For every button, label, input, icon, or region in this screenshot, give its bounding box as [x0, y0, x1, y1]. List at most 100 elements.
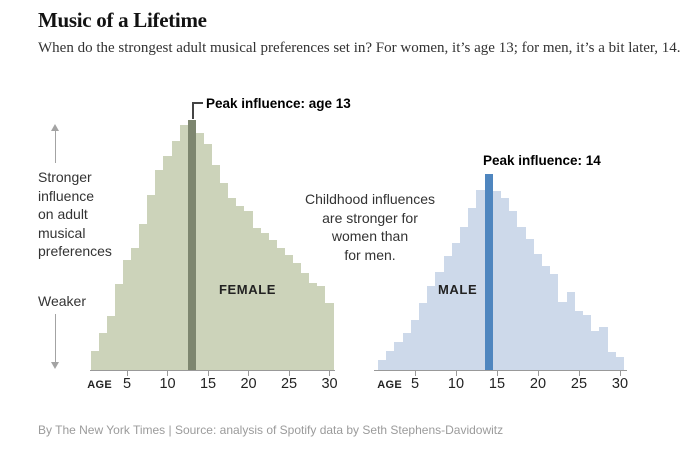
down-arrow-icon — [50, 362, 59, 369]
male-tick-30 — [619, 371, 621, 376]
female-bar-age-18 — [228, 197, 237, 370]
male-tick-label-30: 30 — [611, 376, 629, 392]
female-bar-age-10 — [163, 156, 172, 370]
male-tick-label-10: 10 — [447, 376, 465, 392]
female-tick-30 — [329, 371, 331, 376]
male-tick-label-25: 25 — [570, 376, 588, 392]
female-tick-15 — [207, 371, 209, 376]
male-bar-age-23 — [558, 302, 567, 370]
male-tick-15 — [496, 371, 498, 376]
male-age-axis-label: AGE — [377, 379, 402, 391]
page-title: Music of a Lifetime — [38, 8, 207, 32]
female-bar-age-8 — [147, 195, 156, 370]
female-tick-label-10: 10 — [159, 376, 176, 392]
female-histogram — [90, 120, 334, 370]
male-bar-age-3 — [394, 341, 403, 370]
male-peak-annotation: Peak influence: 14 — [483, 153, 601, 168]
female-x-axis-line — [90, 370, 335, 371]
page-subtitle: When do the strongest adult musical pref… — [38, 40, 681, 56]
male-bar-age-19 — [525, 238, 534, 370]
male-bar-age-5 — [410, 320, 420, 370]
female-bar-age-4 — [114, 283, 123, 370]
female-bar-age-23 — [268, 240, 277, 370]
male-tick-10 — [455, 371, 457, 376]
female-tick-5 — [126, 371, 128, 376]
male-bar-age-28 — [599, 326, 608, 370]
male-bar-age-20 — [533, 254, 543, 370]
female-tick-25 — [288, 371, 290, 376]
male-bar-age-16 — [501, 197, 510, 370]
female-bar-age-7 — [139, 223, 148, 370]
female-bar-age-12 — [179, 125, 188, 370]
male-bar-age-24 — [566, 291, 575, 370]
female-series-label: FEMALE — [219, 282, 277, 297]
male-tick-20 — [537, 371, 539, 376]
female-age-axis-label: AGE — [87, 379, 112, 391]
male-histogram — [378, 174, 625, 370]
female-tick-label-20: 20 — [240, 376, 257, 392]
female-tick-label-5: 5 — [123, 376, 132, 392]
source-footer: By The New York Times | Source: analysis… — [38, 423, 504, 437]
male-bar-age-10 — [451, 242, 461, 370]
male-bar-age-22 — [550, 273, 559, 370]
female-callout-line-vertical — [191, 102, 194, 119]
male-bar-age-7 — [427, 285, 436, 370]
female-bar-age-27 — [301, 272, 310, 370]
male-bar-age-18 — [517, 226, 526, 370]
female-bar-age-21 — [252, 227, 261, 370]
female-tick-label-15: 15 — [199, 376, 217, 392]
male-bar-age-1 — [378, 360, 387, 370]
female-bar-age-13 — [187, 120, 196, 370]
female-bar-age-22 — [260, 232, 269, 370]
female-bar-age-16 — [212, 165, 221, 370]
male-bar-age-27 — [591, 330, 600, 370]
male-series-label: MALE — [438, 282, 478, 297]
male-bar-age-11 — [460, 226, 469, 370]
male-bar-age-9 — [443, 256, 452, 370]
female-tick-label-25: 25 — [280, 376, 298, 392]
female-bar-age-26 — [293, 262, 302, 370]
female-bar-age-15 — [203, 143, 213, 370]
male-tick-25 — [578, 371, 580, 376]
female-bar-age-6 — [131, 247, 140, 370]
female-tick-20 — [248, 371, 250, 376]
male-bar-age-4 — [402, 332, 411, 370]
male-bar-age-8 — [435, 272, 444, 370]
stronger-axis-label: Stronger influence on adult musical pref… — [38, 169, 112, 259]
up-arrow-shaft — [54, 130, 56, 163]
weaker-axis-label: Weaker — [38, 293, 86, 309]
female-bar-age-20 — [244, 211, 253, 370]
up-arrow-icon — [50, 124, 59, 131]
male-bar-age-21 — [542, 266, 551, 370]
down-arrow-shaft — [54, 314, 56, 362]
female-bar-age-19 — [236, 206, 245, 370]
male-bar-age-12 — [468, 208, 477, 370]
female-bar-age-1 — [90, 351, 99, 370]
male-bar-age-13 — [476, 189, 485, 370]
female-bar-age-25 — [284, 255, 294, 370]
female-bar-age-5 — [122, 260, 132, 370]
center-note: Childhood influences are stronger for wo… — [305, 191, 435, 263]
male-tick-label-5: 5 — [410, 376, 420, 392]
female-bar-age-14 — [195, 132, 204, 370]
female-bar-age-3 — [106, 316, 115, 370]
male-bar-age-29 — [607, 352, 616, 370]
male-x-axis-line — [374, 370, 627, 371]
female-bar-age-29 — [317, 286, 326, 370]
female-bar-age-28 — [309, 282, 318, 370]
male-bar-age-6 — [419, 303, 428, 370]
female-bar-age-30 — [325, 302, 334, 370]
female-bar-age-24 — [276, 247, 285, 370]
male-bar-age-2 — [386, 351, 395, 370]
female-peak-annotation: Peak influence: age 13 — [206, 96, 351, 111]
female-tick-10 — [167, 371, 169, 376]
male-bar-age-25 — [574, 311, 584, 370]
male-bar-age-26 — [583, 315, 592, 370]
female-tick-label-30: 30 — [321, 376, 338, 392]
male-bar-age-30 — [615, 357, 625, 370]
female-bar-age-11 — [171, 141, 180, 370]
female-bar-age-17 — [220, 182, 229, 370]
female-bar-age-2 — [98, 332, 107, 370]
male-tick-label-20: 20 — [529, 376, 547, 392]
